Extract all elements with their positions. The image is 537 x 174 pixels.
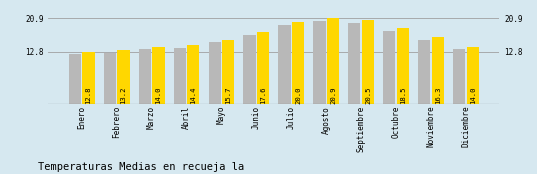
Bar xyxy=(257,32,270,104)
Bar xyxy=(222,39,234,104)
Bar xyxy=(383,31,395,104)
Text: 13.2: 13.2 xyxy=(120,86,127,104)
Bar xyxy=(314,21,325,104)
Text: 14.0: 14.0 xyxy=(470,86,476,104)
Text: 17.6: 17.6 xyxy=(260,86,266,104)
Bar xyxy=(397,28,409,104)
Bar xyxy=(83,52,95,104)
Bar xyxy=(453,49,465,104)
Text: 20.9: 20.9 xyxy=(330,86,336,104)
Text: 15.7: 15.7 xyxy=(226,86,231,104)
Bar xyxy=(69,54,81,104)
Bar xyxy=(187,45,199,104)
Bar xyxy=(139,49,151,104)
Bar xyxy=(327,18,339,104)
Bar xyxy=(208,42,221,104)
Bar xyxy=(432,37,444,104)
Text: 20.0: 20.0 xyxy=(295,86,301,104)
Text: Temperaturas Medias en recueja la: Temperaturas Medias en recueja la xyxy=(38,162,244,172)
Bar xyxy=(173,48,186,104)
Bar xyxy=(467,47,479,104)
Bar xyxy=(349,23,360,104)
Text: 14.4: 14.4 xyxy=(190,86,197,104)
Text: 20.5: 20.5 xyxy=(365,86,371,104)
Bar xyxy=(104,53,116,104)
Bar xyxy=(418,40,430,104)
Bar xyxy=(362,20,374,104)
Text: 14.0: 14.0 xyxy=(155,86,162,104)
Bar xyxy=(118,50,129,104)
Text: 18.5: 18.5 xyxy=(400,86,406,104)
Bar xyxy=(153,47,164,104)
Bar xyxy=(292,22,304,104)
Bar xyxy=(243,35,256,104)
Text: 12.8: 12.8 xyxy=(85,86,92,104)
Bar xyxy=(278,25,291,104)
Text: 16.3: 16.3 xyxy=(435,86,441,104)
